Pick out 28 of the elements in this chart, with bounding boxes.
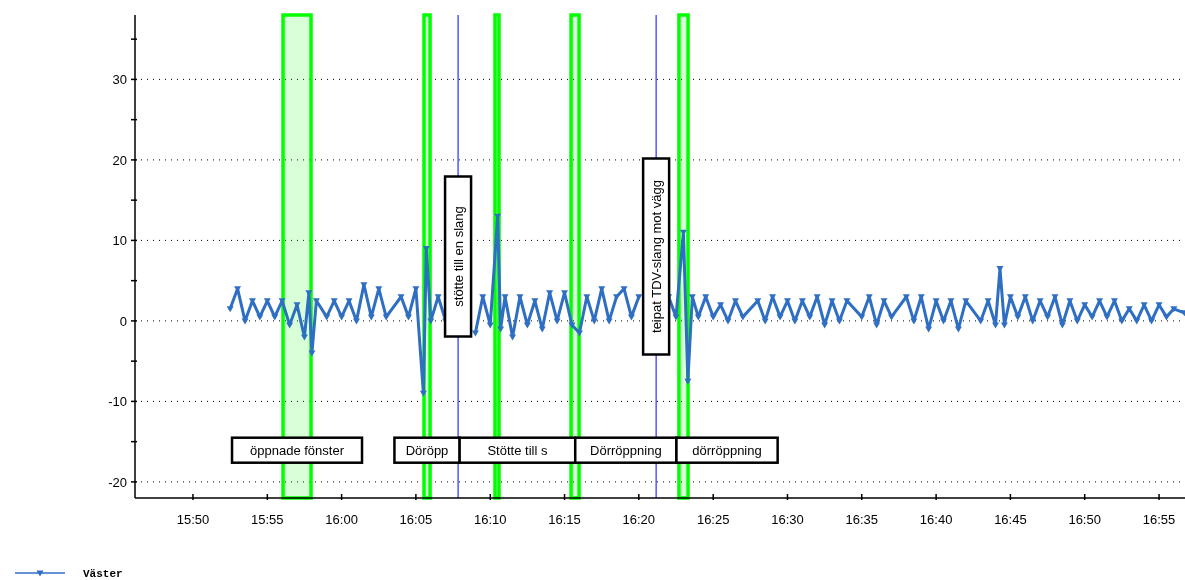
x-tick-label: 16:55 [1142, 512, 1176, 527]
y-tick-label: 10 [112, 233, 127, 249]
x-tick-label: 16:50 [1068, 512, 1101, 527]
x-tick-label: 16:40 [919, 512, 953, 527]
x-tick-label: 16:00 [325, 512, 358, 527]
x-tick-label: 16:20 [622, 512, 656, 527]
x-tick-label: 16:35 [845, 512, 879, 527]
legend-label: Väster [83, 568, 123, 580]
y-tick-label: 30 [112, 72, 127, 88]
band-label: dörröppning [692, 442, 762, 458]
x-tick-label: 15:55 [251, 512, 284, 527]
ref-line-label: stötte till en slang [451, 206, 467, 307]
band-label: Döröpp [405, 442, 449, 458]
x-tick-label: 16:10 [473, 512, 507, 527]
x-tick-label: 15:50 [176, 512, 210, 527]
y-tick-label: 0 [119, 313, 127, 329]
x-tick-label: 16:45 [994, 512, 1027, 527]
band-label: öppnade fönster [250, 442, 345, 458]
band-label: Dörröppning [590, 442, 662, 458]
x-tick-label: 16:25 [696, 512, 730, 527]
y-tick-label: -20 [108, 474, 127, 490]
x-tick-label: 16:30 [771, 512, 804, 527]
band-label: Stötte till s [487, 442, 548, 458]
x-tick-label: 16:05 [399, 512, 433, 527]
x-tick-label: 16:15 [548, 512, 581, 527]
y-tick-label: -10 [108, 394, 127, 410]
y-tick-label: 20 [112, 152, 127, 168]
ref-line-label: teipat TDV-slang mot vägg [649, 180, 665, 333]
